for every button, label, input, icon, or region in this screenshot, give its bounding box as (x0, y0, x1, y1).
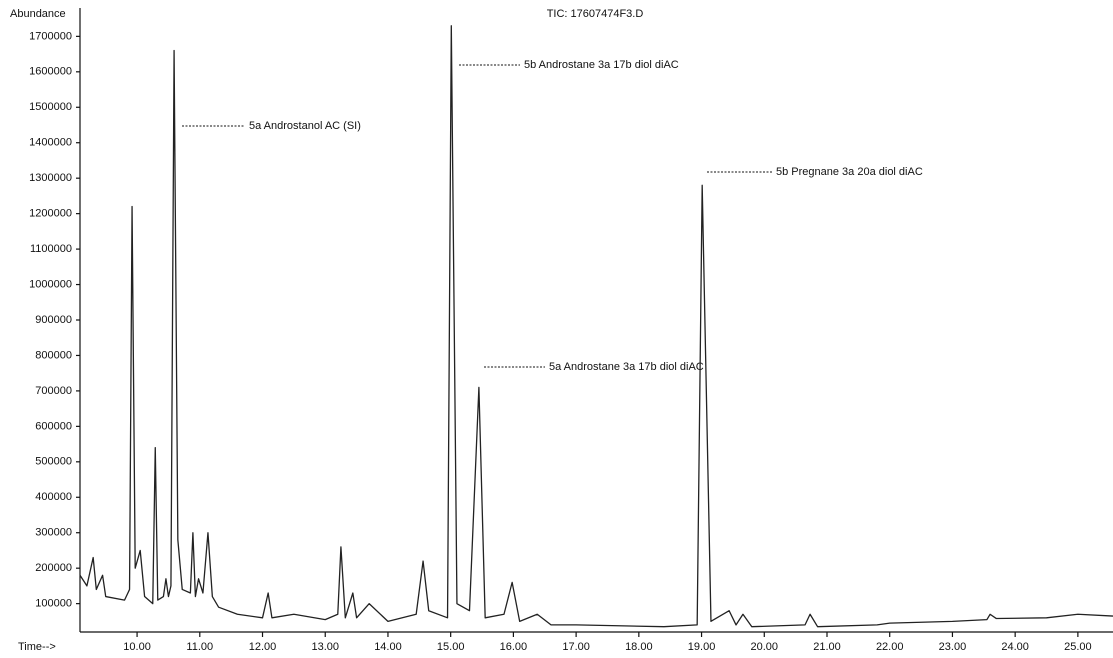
y-axis-label: Abundance (10, 8, 66, 20)
y-tick-label: 1600000 (29, 66, 72, 78)
y-tick-label: 1400000 (29, 137, 72, 149)
y-tick-label: 700000 (35, 385, 72, 397)
annotation: 5b Pregnane 3a 20a diol diAC (776, 166, 923, 178)
y-tick-label: 1500000 (29, 101, 72, 113)
x-tick-label: 11.00 (186, 641, 213, 653)
x-tick-label: 10.00 (123, 641, 151, 653)
y-tick-label: 1300000 (29, 172, 72, 184)
y-tick-label: 900000 (35, 314, 72, 326)
x-tick-label: 17.00 (562, 641, 590, 653)
y-tick-label: 400000 (35, 491, 72, 503)
y-tick-label: 1700000 (29, 30, 72, 42)
x-tick-label: 13.00 (311, 641, 339, 653)
chromatogram-line (79, 25, 1113, 628)
y-tick-label: 800000 (35, 349, 72, 361)
x-tick-label: 25.00 (1064, 641, 1092, 653)
x-tick-label: 18.00 (625, 641, 653, 653)
y-tick-label: 100000 (35, 598, 72, 610)
x-tick-label: 12.00 (249, 641, 277, 653)
y-tick-label: 500000 (35, 456, 72, 468)
x-axis-label: Time--> (18, 641, 56, 653)
y-tick-label: 1200000 (29, 208, 72, 220)
annotation: 5a Androstane 3a 17b diol diAC (549, 361, 704, 373)
x-tick-label: 19.00 (688, 641, 716, 653)
y-tick-label: 200000 (35, 562, 72, 574)
x-tick-label: 23.00 (939, 641, 967, 653)
x-tick-label: 20.00 (751, 641, 779, 653)
y-tick-label: 1000000 (29, 278, 72, 290)
y-tick-label: 1100000 (30, 243, 72, 255)
x-tick-label: 21.00 (813, 641, 841, 653)
annotation: 5b Androstane 3a 17b diol diAC (524, 59, 679, 71)
x-tick-label: 14.00 (374, 641, 402, 653)
x-tick-label: 22.00 (876, 641, 904, 653)
y-tick-label: 600000 (35, 420, 72, 432)
x-tick-label: 16.00 (500, 641, 528, 653)
annotation: 5a Androstanol AC (SI) (249, 120, 361, 132)
y-tick-label: 300000 (35, 527, 72, 539)
chart-title: TIC: 17607474F3.D (547, 8, 644, 20)
x-tick-label: 15.00 (437, 641, 465, 653)
x-tick-label: 24.00 (1001, 641, 1029, 653)
